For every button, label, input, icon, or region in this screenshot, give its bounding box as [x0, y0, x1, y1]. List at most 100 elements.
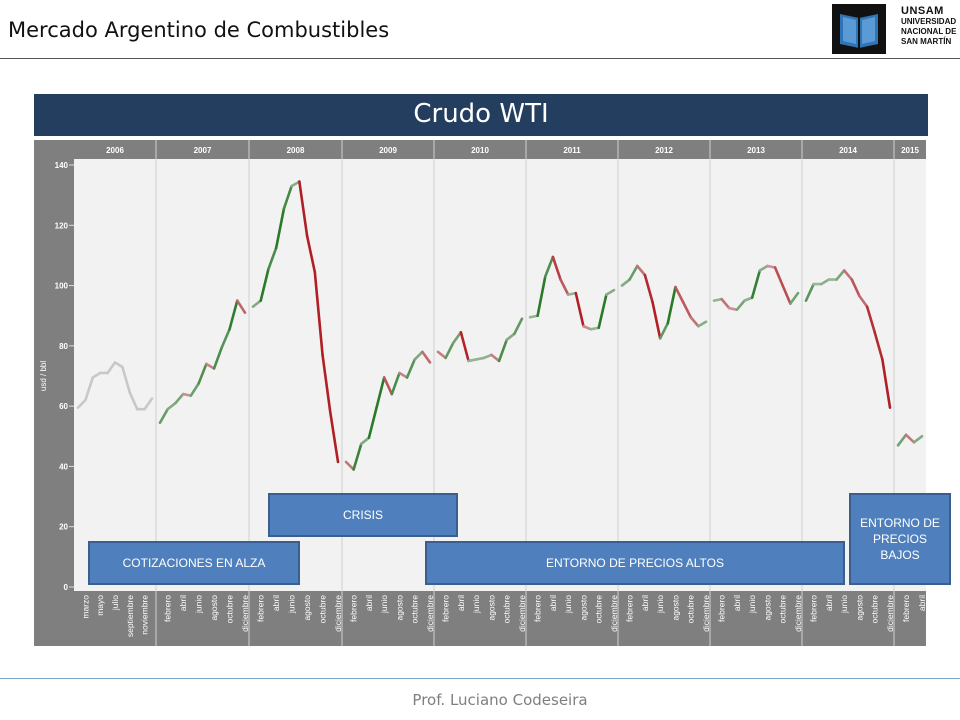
y-tick-label: 140 — [55, 161, 69, 170]
price-segment — [881, 358, 892, 409]
price-segment — [490, 353, 501, 363]
price-segment — [205, 362, 216, 370]
price-segment — [773, 266, 785, 287]
month-label: junio — [747, 595, 757, 614]
price-segment — [143, 397, 154, 411]
month-label: agosto — [302, 595, 312, 621]
month-label: abril — [640, 595, 650, 611]
price-segment — [697, 320, 708, 328]
price-segment — [865, 305, 877, 334]
book-logo-icon — [832, 4, 886, 54]
y-tick-label: 0 — [64, 583, 69, 592]
month-label: octubre — [870, 595, 880, 624]
price-segment — [158, 407, 170, 425]
month-label: agosto — [209, 595, 219, 621]
y-tick-label: 80 — [59, 342, 68, 351]
price-segment — [382, 376, 394, 396]
month-label: febrero — [901, 595, 911, 622]
year-label: 2010 — [471, 146, 489, 155]
month-label: abril — [917, 595, 926, 611]
year-header-band — [74, 140, 926, 159]
price-segment — [651, 300, 662, 340]
month-label: febrero — [256, 595, 266, 622]
y-axis-label: usd / bbl — [39, 361, 48, 391]
price-segment — [819, 278, 831, 286]
price-segment — [781, 284, 792, 305]
month-label: diciembre — [517, 595, 527, 632]
month-label: abril — [548, 595, 558, 611]
month-label: febrero — [809, 595, 819, 622]
footer-text: Prof. Luciano Codeseira — [0, 691, 960, 709]
y-tick-label: 120 — [55, 221, 69, 230]
year-label: 2011 — [563, 146, 581, 155]
price-segment — [850, 278, 861, 298]
callout-high-prices: ENTORNO DE PRECIOS ALTOS — [425, 541, 845, 585]
month-label: febrero — [533, 595, 543, 622]
year-label: 2008 — [287, 146, 305, 155]
price-segment — [220, 327, 231, 349]
price-segment — [597, 293, 608, 330]
price-segment — [758, 264, 769, 272]
month-label: diciembre — [885, 595, 895, 632]
price-segment — [574, 291, 585, 328]
price-segment — [681, 300, 693, 319]
banner-title: Crudo WTI — [413, 99, 549, 129]
month-label: abril — [364, 595, 374, 611]
month-label: octubre — [502, 595, 512, 624]
y-tick-label: 60 — [59, 402, 68, 411]
price-segment — [313, 270, 324, 357]
price-segment — [251, 299, 263, 308]
month-label: marzo — [80, 595, 90, 619]
month-label: junio — [839, 595, 849, 614]
price-segment — [212, 346, 224, 370]
price-segment — [352, 442, 363, 471]
title-banner: Crudo WTI — [34, 94, 928, 136]
price-segment — [282, 184, 293, 211]
callout-crisis: CRISIS — [268, 493, 458, 537]
price-segment — [197, 362, 208, 385]
price-segment — [298, 180, 309, 238]
header-rule — [0, 58, 960, 59]
logo-line-3: NACIONAL DE — [901, 27, 957, 36]
plot-area — [74, 159, 926, 591]
price-segment — [459, 330, 470, 363]
price-segment — [290, 180, 301, 188]
y-tick-label: 40 — [59, 462, 68, 471]
price-segment — [904, 433, 916, 444]
month-label: noviembre — [140, 595, 150, 635]
header-title: Mercado Argentino de Combustibles — [8, 18, 390, 42]
price-segment — [305, 234, 317, 274]
year-label: 2009 — [379, 146, 397, 155]
price-segment — [505, 332, 516, 342]
month-label: octubre — [778, 595, 788, 624]
price-segment — [128, 391, 139, 411]
month-label: junio — [379, 595, 389, 614]
price-segment — [559, 278, 570, 296]
callout-low-prices: ENTORNO DE PRECIOS BAJOS — [849, 493, 951, 585]
price-segment — [328, 410, 340, 464]
price-segment — [620, 278, 631, 287]
month-label: febrero — [441, 595, 451, 622]
price-segment — [658, 321, 670, 340]
month-label: diciembre — [333, 595, 343, 632]
price-segment — [106, 361, 117, 375]
price-segment — [635, 264, 647, 277]
logo-line-2: UNIVERSIDAD — [901, 17, 957, 26]
price-segment — [398, 371, 409, 379]
year-label: 2006 — [106, 146, 124, 155]
price-segment — [628, 264, 639, 281]
price-segment — [605, 288, 616, 296]
month-label: junio — [287, 595, 297, 614]
price-segment — [174, 392, 185, 405]
month-label: febrero — [717, 595, 727, 622]
month-label: agosto — [578, 595, 588, 621]
price-segment — [235, 299, 247, 314]
month-label: junio — [471, 595, 481, 614]
month-label: abril — [824, 595, 834, 611]
month-label: julio — [110, 595, 120, 611]
month-label: diciembre — [609, 595, 619, 632]
month-label: agosto — [854, 595, 864, 621]
footer-rule — [0, 678, 960, 679]
price-segment — [842, 269, 854, 281]
month-label: agosto — [670, 595, 680, 621]
